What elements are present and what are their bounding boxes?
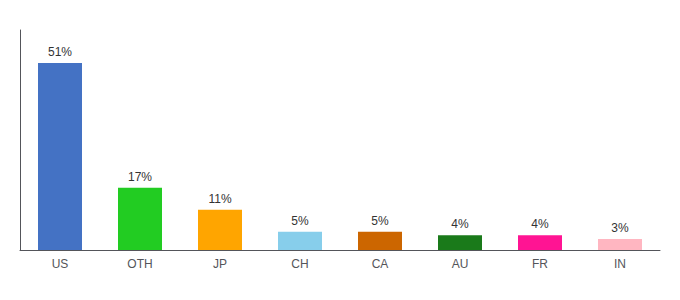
svg-text:JP: JP [213,257,227,271]
svg-text:11%: 11% [208,192,231,206]
svg-text:17%: 17% [128,170,152,184]
svg-text:CH: CH [291,257,308,271]
svg-text:US: US [52,257,69,271]
svg-text:FR: FR [532,257,548,271]
svg-text:4%: 4% [451,217,469,231]
svg-text:CA: CA [372,257,389,271]
svg-text:5%: 5% [371,214,389,228]
svg-text:5%: 5% [291,214,309,228]
svg-text:4%: 4% [531,217,549,231]
svg-text:OTH: OTH [127,257,152,271]
svg-text:IN: IN [614,257,626,271]
svg-text:3%: 3% [611,221,629,235]
svg-text:AU: AU [452,257,469,271]
svg-text:51%: 51% [48,45,72,59]
